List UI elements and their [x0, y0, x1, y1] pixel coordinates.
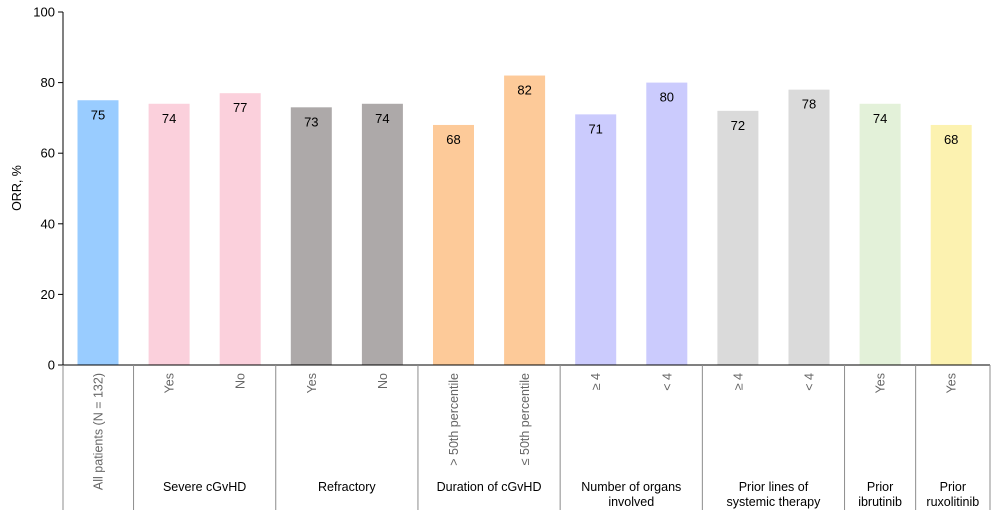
y-tick-label: 80: [41, 75, 55, 90]
group-label: Number of organs involved: [581, 480, 681, 509]
group-label-line: Prior: [940, 480, 966, 494]
group-label: Prior ruxolitinib: [926, 480, 979, 509]
bar: [361, 103, 403, 365]
bar-value-label: 74: [873, 111, 887, 126]
category-label: Yes: [945, 373, 959, 393]
bars: 75 74 77 73 74 68 82 71 80 72 78 74 68: [77, 75, 972, 366]
bar-value-label: 68: [446, 132, 460, 147]
bar: [859, 103, 901, 365]
category-label: Yes: [163, 373, 177, 393]
y-axis-title: ORR, %: [10, 165, 24, 211]
group-label-line: ibrutinib: [858, 495, 902, 509]
bar-value-label: 77: [233, 100, 247, 115]
category-label: ≥ 4: [589, 373, 603, 390]
bar-value-label: 71: [588, 121, 602, 136]
bar-value-label: 72: [731, 118, 745, 133]
group-label: Duration of cGvHD: [437, 480, 542, 494]
bar-value-label: 75: [91, 107, 105, 122]
group-label-line: ruxolitinib: [926, 495, 979, 509]
bar: [930, 124, 972, 366]
category-label: No: [376, 373, 390, 389]
bar: [219, 93, 261, 365]
bar-value-label: 80: [660, 90, 674, 105]
bar-value-label: 68: [944, 132, 958, 147]
y-tick-label: 60: [41, 146, 55, 161]
group-label: Refractory: [318, 480, 376, 494]
category-label: ≤ 50th percentile: [518, 373, 532, 465]
bar: [148, 103, 190, 365]
category-label: > 50th percentile: [447, 373, 461, 466]
category-label: ≥ 4: [731, 373, 745, 390]
bar: [77, 100, 119, 365]
y-tick-label: 40: [41, 216, 55, 231]
bar: [504, 75, 546, 365]
bar: [717, 110, 759, 365]
group-label: Prior ibrutinib: [858, 480, 902, 509]
category-label: Yes: [305, 373, 319, 393]
category-label: No: [234, 373, 248, 389]
y-tick-label: 100: [33, 5, 55, 20]
bar: [575, 114, 617, 366]
y-tick-label: 0: [48, 358, 55, 373]
bar: [646, 82, 688, 365]
group-label-line: Prior: [867, 480, 893, 494]
group-label: Severe cGvHD: [163, 480, 246, 494]
category-label: < 4: [660, 373, 674, 391]
category-label: < 4: [803, 373, 817, 391]
y-tick-label: 20: [41, 287, 55, 302]
bar-value-label: 74: [375, 111, 389, 126]
bar-value-label: 82: [517, 83, 531, 98]
group-label-line: involved: [608, 495, 654, 509]
bar-value-label: 78: [802, 97, 816, 112]
y-axis: 0 20 40 60 80 100: [33, 5, 64, 373]
x-axis-categories: All patients (N = 132) Yes No Yes No > 50th p…: [62, 364, 991, 510]
bar-value-label: 74: [162, 111, 176, 126]
category-label: All patients (N = 132): [92, 373, 106, 490]
bar-value-label: 73: [304, 114, 318, 129]
group-label-line: Prior lines of: [739, 480, 809, 494]
group-label-line: Duration of cGvHD: [437, 480, 542, 494]
group-label-line: Number of organs: [581, 480, 681, 494]
category-label: Yes: [874, 373, 888, 393]
group-label: Prior lines of systemic therapy: [727, 480, 822, 509]
bar: [788, 89, 830, 365]
group-label-line: Refractory: [318, 480, 376, 494]
group-label-line: systemic therapy: [727, 495, 822, 509]
group-label-line: Severe cGvHD: [163, 480, 246, 494]
bar: [290, 107, 332, 365]
bar: [433, 124, 474, 366]
